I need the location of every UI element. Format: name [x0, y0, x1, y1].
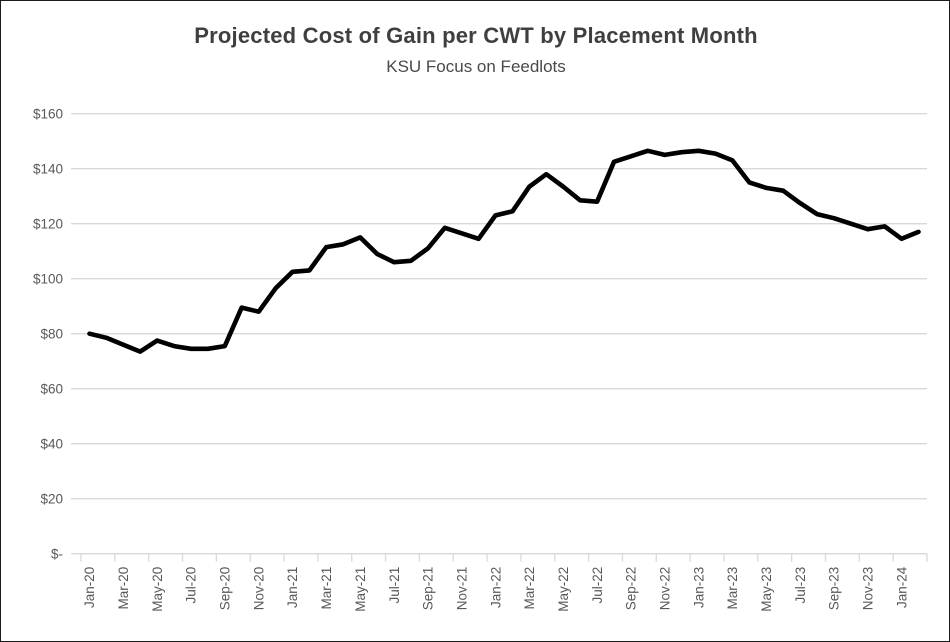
x-tick-label: Sep-23 — [827, 567, 842, 611]
x-tick-label: May-21 — [353, 567, 368, 612]
x-tick-label: Nov-20 — [251, 567, 266, 611]
y-tick-label: $80 — [40, 326, 63, 341]
chart-title: Projected Cost of Gain per CWT by Placem… — [194, 23, 758, 48]
y-tick-label: $160 — [33, 106, 63, 121]
x-tick-label: Mar-23 — [725, 567, 740, 610]
x-tick-label: Nov-23 — [861, 567, 876, 611]
x-tick-label: Sep-21 — [421, 567, 436, 611]
y-tick-label: $40 — [40, 436, 63, 451]
x-tick-label: Jan-20 — [82, 567, 97, 608]
x-tick-label: May-23 — [759, 567, 774, 612]
x-tick-label: May-22 — [556, 567, 571, 612]
chart-subtitle: KSU Focus on Feedlots — [386, 57, 566, 76]
y-tick-label: $120 — [33, 216, 63, 231]
cost-of-gain-line — [87, 148, 921, 354]
y-tick-label: $20 — [40, 491, 63, 506]
x-tick-label: Jan-22 — [488, 567, 503, 608]
y-tick-label: $140 — [33, 161, 63, 176]
y-tick-label: $100 — [33, 271, 63, 286]
x-tick-label: Mar-22 — [522, 567, 537, 610]
x-tick-label: Jan-24 — [894, 566, 909, 608]
x-tick-label: Mar-21 — [319, 567, 334, 610]
y-gridlines — [71, 113, 927, 555]
x-tick-label: Jul-23 — [793, 567, 808, 604]
x-tick-label: Jul-20 — [184, 567, 199, 604]
x-tick-label: Nov-22 — [657, 567, 672, 611]
y-axis-labels: $- $20 $40 $60 $80 $100 $120 $140 $160 — [33, 106, 63, 561]
x-tick-label: Jan-23 — [691, 567, 706, 608]
x-tick-label: Jul-22 — [590, 567, 605, 604]
x-tick-label: Jan-21 — [285, 567, 300, 608]
x-tick-label: Mar-20 — [116, 567, 131, 610]
x-axis-ticks — [80, 553, 928, 562]
y-tick-label: $60 — [40, 381, 63, 396]
x-axis-labels: Jan-20 Mar-20 May-20 Jul-20 Sep-20 Nov-20 Jan-… — [82, 566, 909, 612]
x-tick-label: Sep-20 — [218, 567, 233, 611]
x-tick-label: Nov-21 — [454, 567, 469, 611]
y-tick-label: $- — [51, 546, 63, 561]
x-tick-label: Jul-21 — [387, 567, 402, 604]
x-tick-label: May-20 — [150, 567, 165, 612]
x-tick-label: Sep-22 — [624, 567, 639, 611]
